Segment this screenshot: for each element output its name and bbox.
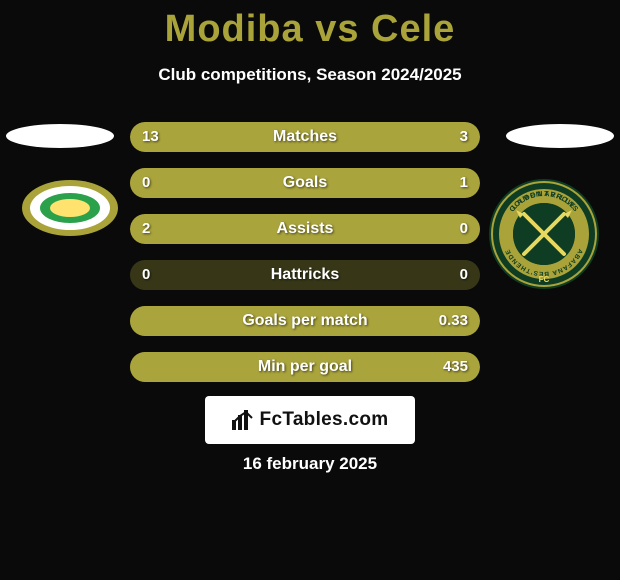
page-title: Modiba vs Cele bbox=[0, 0, 620, 51]
stat-label: Min per goal bbox=[130, 352, 480, 382]
stat-right-value: 0 bbox=[448, 214, 480, 244]
player-left-ellipse bbox=[6, 124, 114, 148]
stat-label: Goals bbox=[130, 168, 480, 198]
stat-row: Min per goal 435 bbox=[130, 352, 480, 382]
club-badge-right: LAMONTVILLE GOLDEN ARROWS ABAFANA BES'TH… bbox=[488, 178, 600, 295]
player-right-ellipse bbox=[506, 124, 614, 148]
stat-right-value: 0.33 bbox=[427, 306, 480, 336]
stat-row: Goals per match 0.33 bbox=[130, 306, 480, 336]
club-badge-left bbox=[20, 178, 120, 243]
stat-label: Matches bbox=[130, 122, 480, 152]
fctables-icon bbox=[232, 410, 254, 430]
stat-row: 13 Matches 3 bbox=[130, 122, 480, 152]
stat-label: Assists bbox=[130, 214, 480, 244]
season-subtitle: Club competitions, Season 2024/2025 bbox=[0, 65, 620, 85]
stat-right-value: 0 bbox=[448, 260, 480, 290]
stat-row: 2 Assists 0 bbox=[130, 214, 480, 244]
stats-panel: 13 Matches 3 0 Goals 1 2 Assists 0 0 Hat… bbox=[130, 122, 480, 398]
stat-right-value: 1 bbox=[448, 168, 480, 198]
fctables-label: FcTables.com bbox=[260, 409, 389, 431]
stat-right-value: 3 bbox=[448, 122, 480, 152]
stat-row: 0 Hattricks 0 bbox=[130, 260, 480, 290]
snapshot-date: 16 february 2025 bbox=[0, 454, 620, 474]
svg-text:FC: FC bbox=[539, 275, 550, 284]
stat-label: Hattricks bbox=[130, 260, 480, 290]
fctables-link[interactable]: FcTables.com bbox=[205, 396, 415, 444]
stat-row: 0 Goals 1 bbox=[130, 168, 480, 198]
stat-right-value: 435 bbox=[431, 352, 480, 382]
